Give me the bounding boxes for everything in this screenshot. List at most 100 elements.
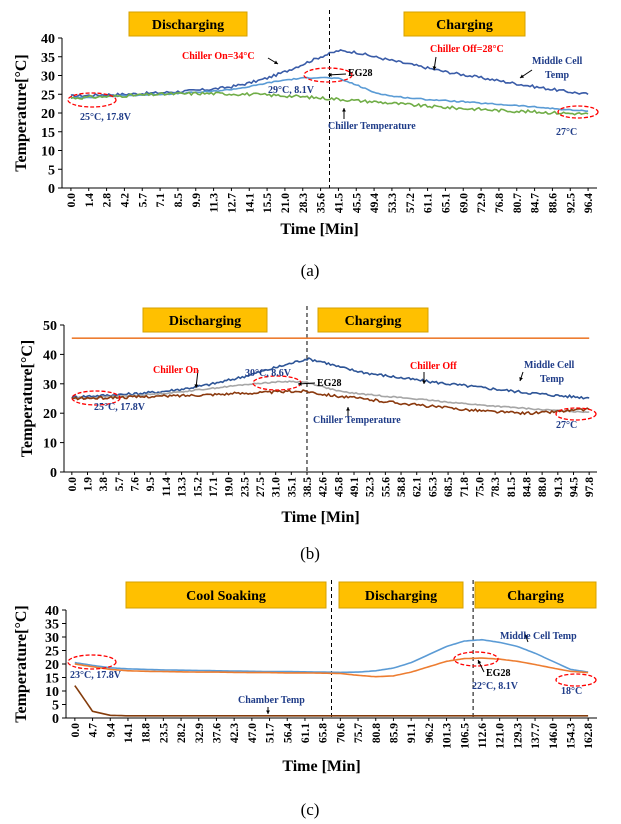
x-tick-label: 0.0: [67, 477, 79, 492]
x-tick-label: 27.5: [255, 477, 267, 497]
annotation-label: 29°C, 8.1V: [268, 85, 315, 96]
x-tick-label: 137.7: [530, 723, 542, 749]
x-tick-label: 69.0: [458, 193, 470, 213]
annotation-label: EG28: [348, 68, 372, 79]
highlight-ellipse: [67, 92, 117, 108]
x-tick-label: 51.7: [265, 723, 277, 743]
annotation-label: 25°C, 17.8V: [80, 112, 132, 123]
x-tick-label: 76.8: [494, 193, 506, 213]
x-tick-label: 15.2: [192, 477, 204, 497]
phase-box-discharging: [128, 11, 248, 37]
annotation-label: Chiller Off=28°C: [430, 44, 504, 55]
annotation-label: 30°C, 8.6V: [245, 368, 292, 379]
x-tick-label: 85.9: [388, 723, 400, 743]
annotation-label: Chiller Temperature: [313, 415, 401, 426]
x-tick-label: 84.8: [521, 477, 533, 497]
annotation-label: 18°C: [561, 686, 582, 697]
annotation-label: Chiller Off: [410, 361, 457, 372]
annotation-arrowhead: [342, 108, 346, 112]
highlight-ellipse: [555, 673, 597, 687]
annotation-arrowhead: [520, 74, 524, 78]
x-tick-label: 88.0: [537, 477, 549, 497]
x-tick-label: 5.7: [137, 193, 149, 208]
x-tick-label: 96.2: [424, 723, 436, 743]
x-tick-label: 71.8: [459, 477, 471, 497]
annotation-label: 23°C, 17.8V: [70, 670, 122, 681]
y-tick-label: 40: [41, 32, 55, 47]
x-tick-label: 154.3: [565, 723, 577, 749]
x-tick-label: 45.5: [351, 193, 363, 213]
x-tick-label: 61.1: [300, 723, 312, 743]
x-tick-label: 15.5: [262, 193, 274, 213]
x-tick-label: 19.0: [224, 477, 236, 497]
y-tick-label: 0: [52, 712, 59, 727]
x-tick-label: 38.5: [302, 477, 314, 497]
annotation-label: 27°C: [556, 127, 577, 138]
x-axis-title: Time [Min]: [281, 509, 359, 526]
y-axis-title: Temperature[°C]: [13, 605, 30, 722]
highlight-ellipse: [71, 390, 121, 406]
panel-label-a: (a): [301, 261, 320, 280]
x-tick-label: 58.8: [396, 477, 408, 497]
x-tick-label: 81.5: [506, 477, 518, 497]
y-tick-label: 20: [41, 107, 55, 122]
x-tick-label: 92.5: [565, 193, 577, 213]
x-tick-label: 72.9: [476, 193, 488, 213]
x-tick-label: 75.0: [474, 477, 486, 497]
phase-label-charging: Charging: [436, 18, 493, 33]
x-tick-label: 14.1: [123, 723, 135, 743]
annotation-label: EG28: [317, 378, 341, 389]
y-tick-label: 35: [41, 51, 55, 66]
phase-label-cool-soaking: Cool Soaking: [186, 589, 266, 604]
annotation-label: Middle Cell: [524, 360, 574, 371]
y-tick-label: 10: [45, 685, 59, 700]
highlight-ellipse: [557, 105, 599, 119]
y-tick-label: 30: [43, 378, 57, 393]
x-tick-label: 91.1: [406, 723, 418, 743]
annotation-label: Temp: [545, 70, 570, 81]
x-tick-label: 28.2: [176, 723, 188, 743]
annotation-arrowhead: [432, 66, 437, 70]
annotation-arrowhead: [346, 407, 350, 411]
x-tick-label: 65.8: [318, 723, 330, 743]
phase-box-discharging: [338, 581, 464, 609]
highlight-ellipse: [453, 651, 499, 667]
annotation-arrowhead: [422, 380, 426, 384]
x-tick-label: 28.3: [298, 193, 310, 213]
annotation-label: Chiller On=34°C: [182, 51, 255, 62]
annotation-arrowhead: [524, 634, 529, 638]
y-tick-label: 10: [41, 145, 55, 160]
x-tick-label: 56.4: [282, 723, 294, 743]
x-tick-label: 12.7: [226, 193, 238, 213]
x-tick-label: 61.1: [423, 193, 435, 213]
x-tick-label: 9.5: [145, 477, 157, 492]
phase-label-discharging: Discharging: [365, 589, 437, 604]
x-tick-label: 62.1: [412, 477, 424, 497]
x-tick-label: 1.4: [84, 193, 96, 208]
x-tick-label: 17.1: [208, 477, 220, 497]
x-tick-label: 1.9: [83, 477, 95, 492]
x-tick-label: 42.6: [318, 477, 330, 497]
series-line-middle-cell-temp: [70, 49, 589, 99]
series-line-middle-cell-temp: [71, 357, 590, 400]
x-tick-label: 31.0: [271, 477, 283, 497]
x-tick-label: 23.5: [158, 723, 170, 743]
x-tick-label: 146.0: [548, 723, 560, 749]
annotation-arrowhead: [328, 72, 332, 77]
y-tick-label: 40: [45, 604, 59, 619]
x-axis-title: Time [Min]: [280, 221, 358, 238]
annotation-label: 22°C, 8.1V: [472, 681, 519, 692]
x-tick-label: 7.6: [130, 477, 142, 492]
x-tick-label: 78.3: [490, 477, 502, 497]
x-tick-label: 80.8: [371, 723, 383, 743]
y-tick-label: 5: [48, 163, 55, 178]
x-tick-label: 32.9: [194, 723, 206, 743]
x-tick-label: 14.1: [244, 193, 256, 213]
y-tick-label: 25: [41, 88, 55, 103]
phase-box-discharging: [142, 307, 268, 333]
y-tick-label: 15: [41, 126, 55, 141]
x-tick-label: 2.8: [102, 193, 114, 208]
y-tick-label: 50: [43, 319, 57, 334]
phase-box-charging: [474, 581, 597, 609]
annotation-arrowhead: [274, 60, 278, 64]
